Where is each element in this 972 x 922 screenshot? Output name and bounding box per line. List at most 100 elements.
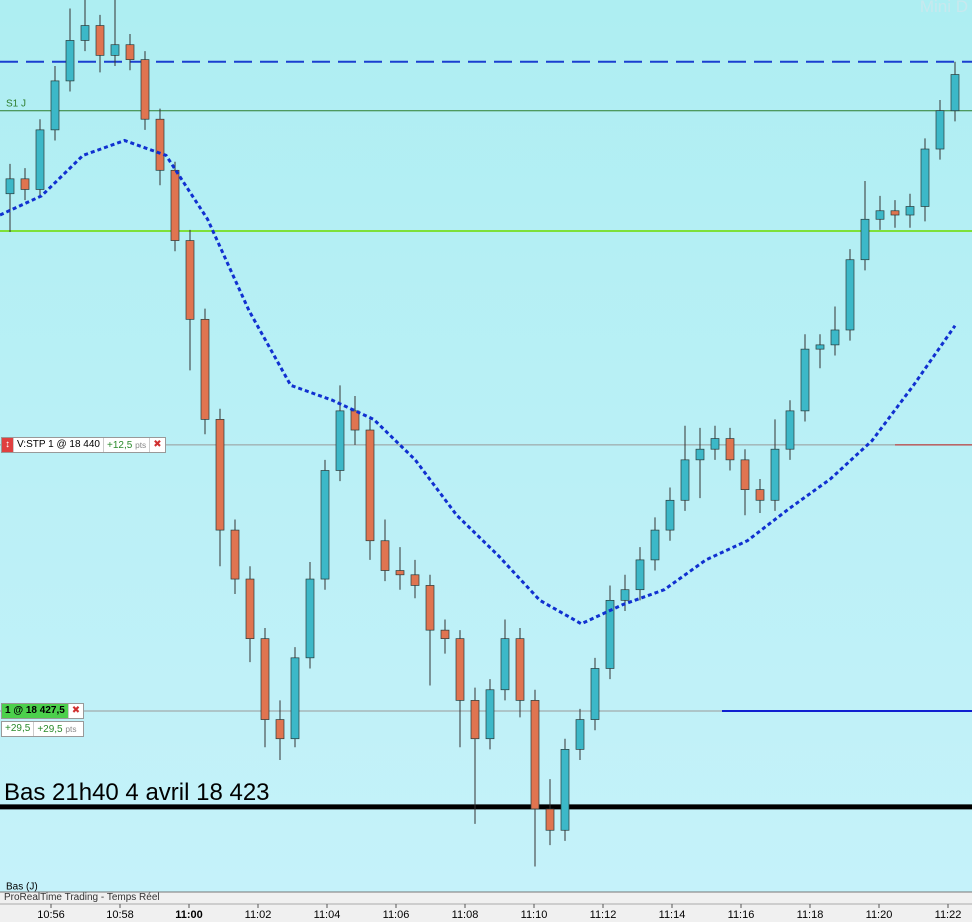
x-tick-label: 11:10 xyxy=(521,909,548,921)
candle-body xyxy=(290,657,300,740)
candle-body xyxy=(890,210,900,216)
candle-body xyxy=(830,329,840,346)
candle-body xyxy=(935,110,945,150)
candle-body xyxy=(725,438,735,461)
candle-body xyxy=(410,574,420,586)
candle-body xyxy=(755,489,765,501)
candle-body xyxy=(950,74,960,112)
candle-body xyxy=(170,169,180,241)
candle-body xyxy=(560,749,570,831)
candle-body xyxy=(35,129,45,190)
order-close[interactable]: ✖ xyxy=(153,438,162,450)
candle-body xyxy=(575,719,585,750)
candle-body xyxy=(20,178,30,190)
x-tick-label: 11:14 xyxy=(659,909,686,921)
candle-body xyxy=(605,599,615,669)
x-tick-label: 11:12 xyxy=(590,909,617,921)
candle-body xyxy=(530,700,540,810)
candle-body xyxy=(230,529,240,580)
candle-body xyxy=(425,585,435,631)
x-tick-label: 10:56 xyxy=(37,909,65,921)
candle-body xyxy=(800,348,810,412)
order-icon: ↕ xyxy=(2,437,14,452)
candle-body xyxy=(110,44,120,56)
candle-body xyxy=(305,578,315,659)
candle-body xyxy=(485,689,495,740)
x-tick-label: 10:58 xyxy=(106,909,134,921)
candle-body xyxy=(635,559,645,591)
candle-body xyxy=(710,438,720,450)
position-pnl2: +29,5 xyxy=(37,724,63,736)
candle-body xyxy=(95,25,105,56)
x-tick-label: 11:08 xyxy=(452,909,479,921)
candle-body xyxy=(215,419,225,531)
candle-body xyxy=(785,410,795,450)
position-pnl2-box: +29,5 pts xyxy=(34,722,79,736)
candle-body xyxy=(680,459,690,501)
candle-body xyxy=(515,638,525,701)
candle-body xyxy=(440,629,450,640)
candle-body xyxy=(335,410,345,471)
candle-body xyxy=(5,178,15,195)
status-text: ProRealTime Trading - Temps Réel xyxy=(4,892,160,903)
candle-body xyxy=(350,410,360,431)
candle-body xyxy=(200,318,210,420)
watermark: Mini D xyxy=(920,0,968,16)
candle-body xyxy=(50,80,60,131)
x-tick-label: 11:20 xyxy=(866,909,893,921)
candle-body xyxy=(815,344,825,350)
candle-body xyxy=(260,638,270,720)
day-low-label: Bas (J) xyxy=(6,882,38,893)
position-close[interactable]: ✖ xyxy=(71,705,81,717)
position-row[interactable]: 1 @ 18 427,5 ✖ xyxy=(1,703,85,720)
candle-body xyxy=(920,148,930,207)
s1-label: S1 J xyxy=(6,99,26,110)
candle-body xyxy=(875,210,885,220)
low-label: Bas 21h40 4 avril 18 423 xyxy=(4,779,270,806)
x-tick-label: 11:02 xyxy=(245,909,272,921)
candle-body xyxy=(650,529,660,561)
candle-body xyxy=(380,540,390,571)
order-label: V:STP 1 @ 18 440 xyxy=(14,437,104,452)
candle-body xyxy=(545,808,555,831)
candle-body xyxy=(665,499,675,531)
candle-body xyxy=(845,259,855,331)
candle-body xyxy=(695,448,705,461)
candle-body xyxy=(320,470,330,580)
candle-body xyxy=(740,459,750,490)
candle-body xyxy=(65,40,75,82)
candle-body xyxy=(185,240,195,320)
x-tick-label: 11:04 xyxy=(314,909,341,921)
position-unit: pts xyxy=(65,724,77,735)
order-pnl: +12,5 pts xyxy=(104,437,151,452)
x-tick-label: 11:22 xyxy=(935,909,962,921)
candle-body xyxy=(470,700,480,740)
candle-body xyxy=(860,218,870,261)
x-tick-label: 11:00 xyxy=(175,909,203,921)
candle-body xyxy=(500,638,510,691)
candle-body xyxy=(365,429,375,542)
position-pnl1: +29,5 xyxy=(2,722,35,737)
x-tick-label: 11:16 xyxy=(728,909,755,921)
position-label: 1 @ 18 427,5 xyxy=(2,704,69,719)
x-tick-label: 11:18 xyxy=(797,909,824,921)
position-pnl-row: +29,5 +29,5 pts xyxy=(1,721,85,738)
order-tag[interactable]: ↕ V:STP 1 @ 18 440 +12,5 pts ✖ xyxy=(1,436,166,453)
order-pnl-value: +12,5 xyxy=(106,439,133,451)
candle-body xyxy=(620,589,630,601)
candle-body xyxy=(590,668,600,720)
candle-body xyxy=(905,206,915,216)
candle-body xyxy=(770,448,780,501)
candle-body xyxy=(125,44,135,60)
order-unit: pts xyxy=(135,439,147,450)
candle-body xyxy=(245,578,255,640)
x-tick-label: 11:06 xyxy=(383,909,410,921)
candle-body xyxy=(455,638,465,701)
candle-body xyxy=(155,118,165,171)
position-tag: 1 @ 18 427,5 ✖ +29,5 +29,5 pts xyxy=(1,703,85,738)
candle-body xyxy=(140,59,150,120)
candle-body xyxy=(80,25,90,41)
candle-body xyxy=(275,719,285,740)
